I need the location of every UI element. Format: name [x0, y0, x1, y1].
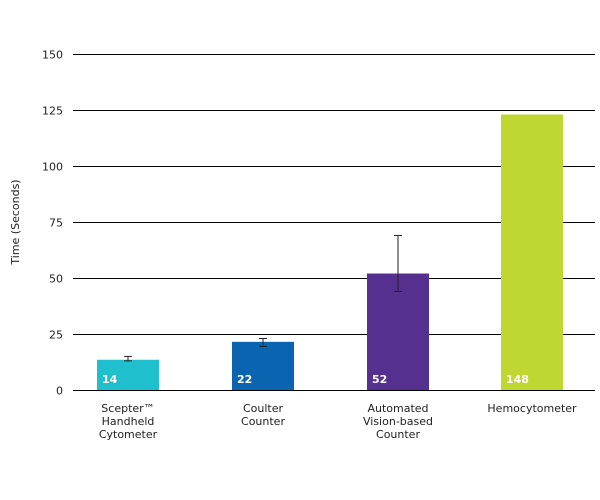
data-label-2: 52: [372, 373, 387, 386]
category-labels: Scepter™ Handheld Cytometer Coulter Counter A…: [99, 402, 577, 441]
y-tick-label-125: 125: [42, 105, 63, 118]
bar-0: [97, 359, 159, 390]
y-tick-label-100: 100: [42, 161, 63, 174]
bar-2: [367, 273, 429, 390]
category-label-0: Scepter™ Handheld Cytometer: [99, 402, 158, 441]
data-labels: 14 22 52 148: [102, 373, 529, 386]
y-axis-label: Time (Seconds): [9, 179, 22, 265]
category-label-2: Automated Vision-based Counter: [363, 402, 433, 441]
bars: [97, 114, 563, 390]
category-label-3: Hemocytometer: [487, 402, 577, 415]
data-label-1: 22: [237, 373, 252, 386]
error-bar-2: [394, 234, 402, 292]
bar-1: [232, 341, 294, 390]
y-tick-label-50: 50: [49, 273, 63, 286]
bar-3: [501, 114, 563, 390]
data-label-0: 14: [102, 373, 118, 386]
category-label-1: Coulter Counter: [241, 402, 285, 428]
y-tick-label-150: 150: [42, 49, 63, 62]
y-tick-labels: 0 25 50 75 100 125 150: [42, 49, 63, 398]
y-tick-label-25: 25: [49, 329, 63, 342]
y-tick-label-75: 75: [49, 217, 63, 230]
error-bar-0: [124, 355, 132, 362]
error-bars: [124, 234, 402, 362]
error-bar-1: [259, 337, 267, 347]
y-tick-label-0: 0: [56, 385, 63, 398]
data-label-3: 148: [506, 373, 529, 386]
gridlines: [73, 54, 595, 391]
